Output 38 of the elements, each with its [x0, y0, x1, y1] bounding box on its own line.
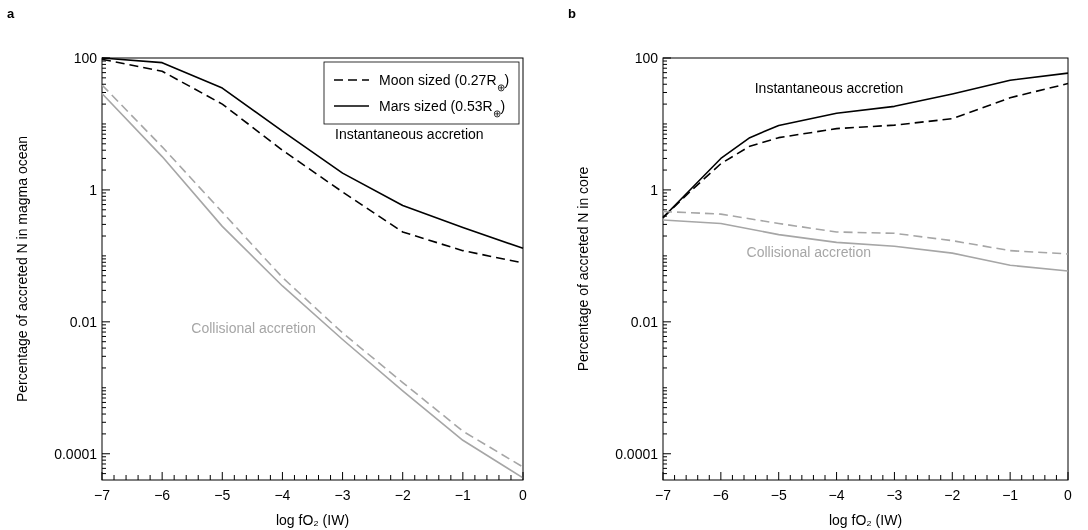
- annotation: Instantaneous accretion: [335, 125, 484, 142]
- x-tick-label: −5: [770, 487, 787, 503]
- y-tick-label: 0.01: [69, 313, 98, 330]
- x-tick-label: −2: [394, 487, 411, 503]
- y-axis-title: Percentage of accreted N in core: [575, 166, 591, 372]
- chart-title: b: [568, 6, 576, 21]
- annotation: Instantaneous accretion: [754, 79, 904, 96]
- y-tick-label: 0.0001: [54, 445, 98, 462]
- y-tick-label: 1: [89, 181, 98, 198]
- x-axis-title: log fO₂ (IW): [275, 512, 350, 528]
- x-tick-label: −2: [944, 487, 961, 503]
- x-tick-label: −5: [214, 487, 231, 503]
- x-tick-label: −6: [154, 487, 171, 503]
- x-tick-label: −1: [1002, 487, 1019, 503]
- legend-label: Moon sized (0.27R$_{⊕}$): [379, 72, 510, 93]
- line-series: [662, 210, 1069, 255]
- x-tick-label: −1: [454, 487, 472, 503]
- chart-title: a: [7, 6, 15, 21]
- legend-label: Mars sized (0.53R$_{⊕}$): [379, 98, 506, 119]
- x-tick-label: −4: [274, 487, 291, 503]
- x-tick-label: −4: [828, 487, 845, 503]
- y-tick-label: 100: [73, 50, 98, 66]
- y-tick-label: 0.0001: [615, 445, 659, 462]
- x-tick-label: −6: [712, 487, 730, 503]
- x-tick-label: −7: [94, 487, 111, 503]
- x-tick-label: 0: [1064, 487, 1073, 503]
- x-tick-label: 0: [519, 487, 528, 503]
- annotation: Collisional accretion: [746, 244, 872, 261]
- x-tick-label: −3: [334, 487, 351, 503]
- y-tick-label: 100: [634, 50, 659, 66]
- x-axis-title: log fO₂ (IW): [828, 512, 903, 528]
- y-axis-title: Percentage of accreted N in magma ocean: [14, 135, 30, 403]
- annotation: Collisional accretion: [191, 320, 316, 337]
- y-tick-label: 0.01: [630, 313, 659, 330]
- y-tick-label: 1: [650, 181, 659, 198]
- line-series: [662, 219, 1069, 272]
- x-tick-label: −3: [886, 487, 903, 503]
- x-tick-label: −7: [655, 487, 672, 503]
